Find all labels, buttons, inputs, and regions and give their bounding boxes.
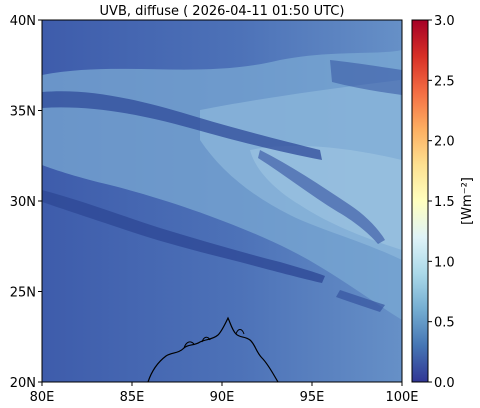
map-plot-area	[42, 20, 402, 382]
colorbar-tick-label: 0.5	[434, 316, 455, 331]
colorbar-tick-label: 0.0	[434, 376, 455, 391]
colorbar-tick-label: 2.5	[434, 74, 455, 89]
y-tick-label: 20N	[10, 376, 36, 391]
y-tick-label: 30N	[10, 195, 36, 210]
coastline	[147, 316, 279, 382]
x-axis: 80E 85E 90E 95E 100E	[30, 382, 419, 405]
ridge-band-central	[42, 190, 325, 283]
colorbar-ticks: 0.0 0.5 1.0 1.5 2.0 2.5 3.0	[428, 14, 455, 391]
y-tick-label: 35N	[10, 105, 36, 120]
colorbar-tick-label: 2.0	[434, 135, 455, 150]
x-tick-label: 85E	[120, 390, 145, 405]
x-tick-label: 95E	[300, 390, 325, 405]
colorbar-tick-label: 1.5	[434, 195, 455, 210]
ridge-band-north	[42, 91, 322, 160]
y-tick-label: 40N	[10, 14, 36, 29]
coastline	[183, 329, 245, 349]
x-tick-label: 100E	[385, 390, 418, 405]
ridge-band-east	[258, 150, 385, 244]
map-title: UVB, diffuse ( 2026-04-11 01:50 UTC)	[100, 4, 345, 19]
colorbar-tick-label: 3.0	[434, 14, 455, 29]
ridge-band-south	[336, 290, 385, 312]
colorbar	[411, 19, 429, 383]
ridge-band-northeast	[330, 60, 402, 95]
x-tick-label: 80E	[30, 390, 55, 405]
y-axis: 20N 25N 30N 35N 40N	[10, 14, 42, 391]
colorbar-label: [Wm⁻²]	[460, 177, 475, 225]
x-tick-label: 90E	[210, 390, 235, 405]
colorbar-tick-label: 1.0	[434, 255, 455, 270]
y-tick-label: 25N	[10, 286, 36, 301]
